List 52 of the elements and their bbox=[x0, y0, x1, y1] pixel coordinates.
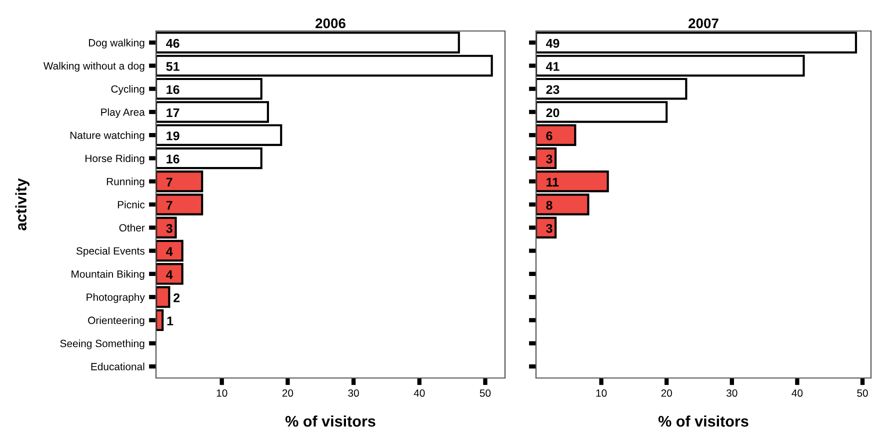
data-label: 19 bbox=[166, 131, 180, 140]
x-tick-label: 40 bbox=[414, 389, 425, 397]
y-tick-label: Nature watching bbox=[70, 131, 144, 142]
y-tick-label: Picnic bbox=[118, 200, 145, 208]
y-tick-label: Cycling bbox=[111, 85, 144, 95]
x-tick-label: 10 bbox=[596, 389, 607, 397]
data-label: 2 bbox=[174, 293, 180, 302]
data-label: 3 bbox=[166, 224, 172, 233]
y-tick-label: Walking without a dog bbox=[43, 62, 144, 72]
data-label: 16 bbox=[166, 154, 180, 164]
data-label: 7 bbox=[166, 200, 172, 210]
x-tick-label: 40 bbox=[792, 389, 803, 397]
data-label: 20 bbox=[546, 108, 560, 118]
y-tick-label: Running bbox=[106, 178, 144, 188]
x-axis-title: % of visitors bbox=[285, 415, 376, 427]
y-tick-label: Seeing Something bbox=[60, 340, 144, 350]
y-tick-label: Photography bbox=[86, 293, 145, 303]
y-tick-label: Horse Riding bbox=[86, 154, 144, 164]
data-label: 4 bbox=[166, 247, 173, 256]
x-tick-label: 10 bbox=[216, 389, 228, 397]
data-label: 11 bbox=[546, 178, 559, 186]
y-axis-title: activity bbox=[15, 178, 30, 230]
data-label: 6 bbox=[546, 131, 552, 140]
y-tick-label: Other bbox=[119, 224, 145, 232]
data-label: 3 bbox=[546, 154, 552, 164]
x-tick-label: 50 bbox=[857, 389, 868, 397]
y-tick-label: Mountain Biking bbox=[72, 270, 144, 280]
x-tick-label: 20 bbox=[661, 389, 672, 397]
data-label: 23 bbox=[546, 85, 560, 94]
data-label: 49 bbox=[546, 38, 560, 48]
y-tick-label: Play Area bbox=[101, 108, 145, 118]
x-axis-title: % of visitors bbox=[658, 415, 748, 427]
data-label: 3 bbox=[546, 224, 552, 233]
data-label: 46 bbox=[166, 38, 180, 48]
data-label: 17 bbox=[166, 108, 180, 118]
data-label: 16 bbox=[166, 85, 180, 94]
data-label: 41 bbox=[546, 62, 560, 71]
data-label: 8 bbox=[546, 200, 552, 210]
x-tick-label: 30 bbox=[348, 389, 359, 397]
data-label: 1 bbox=[167, 316, 174, 326]
y-tick-label: Special Events bbox=[76, 246, 145, 257]
data-label: 4 bbox=[166, 270, 173, 279]
x-tick-label: 20 bbox=[282, 389, 294, 397]
x-tick-label: 50 bbox=[480, 389, 491, 397]
y-tick-label: Dog walking bbox=[89, 38, 144, 49]
y-tick-label: Educational bbox=[91, 362, 144, 370]
chart-title: 2006 bbox=[316, 18, 346, 28]
data-label: 51 bbox=[166, 62, 180, 71]
y-tick-label: Orienteering bbox=[88, 316, 144, 326]
chart-title: 2007 bbox=[688, 18, 718, 28]
x-tick-label: 30 bbox=[726, 389, 738, 397]
data-label: 7 bbox=[166, 178, 172, 186]
